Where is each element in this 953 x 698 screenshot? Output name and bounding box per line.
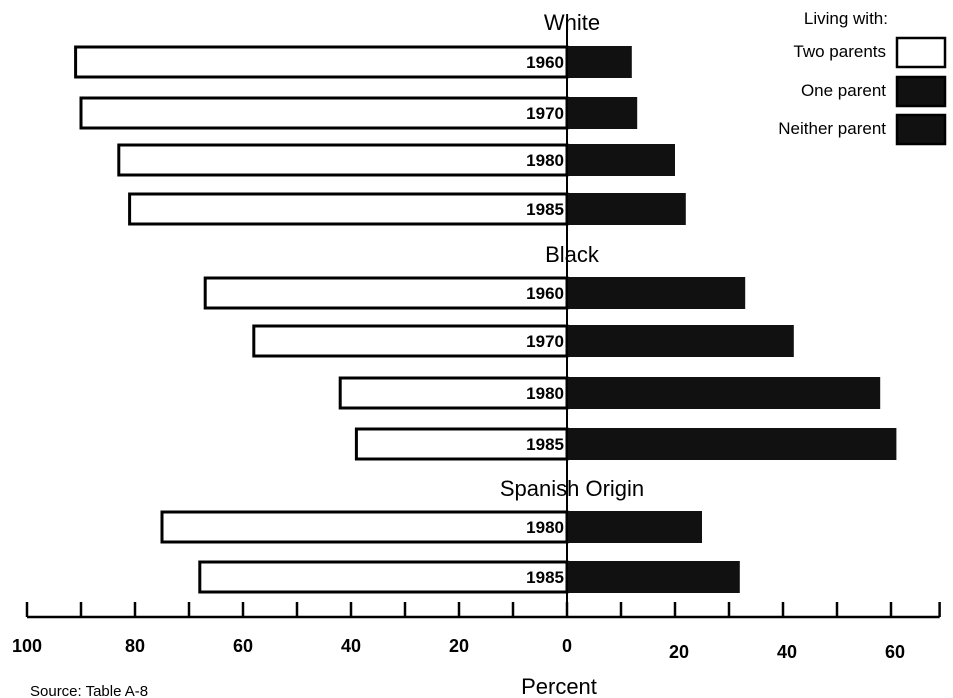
bar-two-parents	[252, 324, 569, 358]
bar-one-parent	[567, 377, 881, 409]
legend-item-label: Neither parent	[778, 119, 886, 138]
bar-two-parents	[79, 96, 569, 130]
bar-two-parents	[354, 427, 569, 461]
year-label: 1960	[526, 284, 564, 303]
x-axis-label: Percent	[521, 674, 597, 698]
tick-label: 100	[12, 636, 42, 656]
legend-item-label: Two parents	[793, 42, 886, 61]
bar-two-parents	[74, 45, 569, 79]
bar-one-parent	[567, 511, 702, 543]
tick-label: 60	[885, 642, 905, 662]
tick-label: 60	[233, 636, 253, 656]
bar-one-parent	[567, 325, 794, 357]
year-label: 1980	[526, 518, 564, 537]
bar-one-parent	[567, 46, 632, 78]
bar-one-parent	[567, 561, 740, 593]
tick-label: 20	[669, 642, 689, 662]
x-axis: 100 80 60 40 20 0 20 40 60	[12, 602, 941, 662]
year-label: 1980	[526, 384, 564, 403]
bars-layer: White 1960 1970 1980 1985 Black 1960 1970 1980 19…	[74, 10, 897, 615]
bar-one-parent	[567, 97, 638, 129]
legend-swatch	[895, 75, 947, 108]
legend-title: Living with:	[804, 9, 888, 28]
tick-label: 0	[562, 636, 572, 656]
bar-two-parents	[117, 143, 569, 177]
year-label: 1980	[526, 151, 564, 170]
group-title: Black	[545, 242, 600, 267]
year-label: 1970	[526, 104, 564, 123]
bar-one-parent	[567, 428, 897, 460]
legend: Living with: Two parents One parent Neither…	[778, 9, 947, 146]
year-label: 1960	[526, 53, 564, 72]
year-label: 1970	[526, 332, 564, 351]
legend-swatch	[895, 113, 947, 146]
year-label: 1985	[526, 200, 564, 219]
tick-label: 20	[449, 636, 469, 656]
year-label: 1985	[526, 435, 564, 454]
bar-two-parents	[160, 510, 569, 544]
bar-two-parents	[128, 192, 569, 226]
tick-label: 40	[341, 636, 361, 656]
tick-label: 80	[125, 636, 145, 656]
bar-two-parents	[203, 276, 569, 310]
tick-label: 40	[777, 642, 797, 662]
bar-one-parent	[567, 277, 746, 309]
bar-two-parents	[198, 560, 569, 594]
group-title: White	[544, 10, 600, 35]
bar-one-parent	[567, 144, 675, 176]
legend-item-label: One parent	[801, 81, 886, 100]
bar-two-parents	[338, 376, 569, 410]
bar-one-parent	[567, 193, 686, 225]
group-title: Spanish Origin	[500, 476, 644, 501]
legend-swatch	[895, 36, 947, 69]
source-note: Source: Table A-8	[30, 683, 148, 698]
year-label: 1985	[526, 568, 564, 587]
